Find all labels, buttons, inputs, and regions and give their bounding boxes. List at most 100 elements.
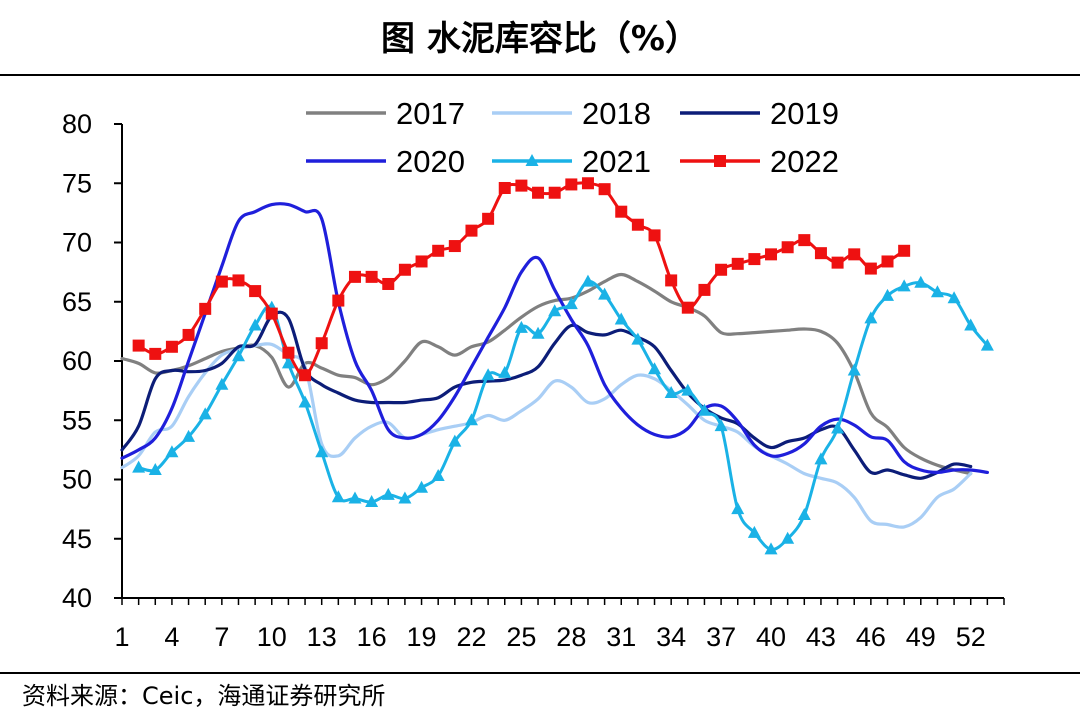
data-point-2022 [515,179,528,192]
x-tick-label: 46 [856,622,886,652]
legend-item-2018: 2018 [492,96,651,131]
data-point-2021 [531,326,545,339]
data-point-2022 [581,177,594,190]
x-tick-label: 25 [506,622,536,652]
data-point-2022 [132,339,145,352]
data-point-2021 [864,311,878,324]
x-tick-label: 49 [906,622,936,652]
legend: 2017 2018 2019 2020 2021 2022 [306,96,839,179]
legend-label: 2018 [582,96,651,131]
data-point-2022 [382,277,395,290]
data-point-2021 [464,413,478,426]
data-point-2022 [232,274,245,287]
data-point-2022 [532,186,545,199]
data-point-2021 [614,312,628,325]
data-point-2021 [198,407,212,420]
series-line-2018 [120,342,973,529]
x-tick-label: 52 [956,622,986,652]
series-2017 [120,272,973,476]
data-point-2022 [215,275,228,288]
y-tick-label: 80 [62,109,92,139]
data-point-2021 [714,419,728,432]
data-point-2022 [299,369,312,382]
data-point-2021 [980,338,994,351]
bottom-rule [0,672,1080,674]
data-point-2022 [282,346,295,359]
data-point-2021 [747,525,761,538]
data-point-2021 [182,429,196,442]
data-point-2022 [149,347,162,360]
data-point-2021 [448,434,462,447]
x-tick-label: 7 [214,622,229,652]
data-point-2022 [715,263,728,276]
x-tick-label: 16 [357,622,387,652]
data-point-2022 [781,241,794,254]
data-point-2022 [798,234,811,247]
data-point-2022 [249,285,262,298]
data-point-2021 [664,385,678,398]
data-point-2021 [697,403,711,416]
x-tick-label: 13 [307,622,337,652]
legend-marker [525,154,539,166]
y-tick-label: 70 [62,228,92,258]
data-point-2021 [481,368,495,381]
data-point-2021 [431,468,445,481]
y-tick-label: 60 [62,346,92,376]
data-point-2022 [748,253,761,266]
data-point-2022 [565,178,578,191]
data-point-2021 [231,349,245,362]
legend-item-2022: 2022 [680,144,839,179]
data-point-2021 [781,531,795,544]
y-tick-label: 75 [62,168,92,198]
data-point-2021 [764,542,778,555]
legend-label: 2017 [396,96,465,131]
data-point-2022 [698,283,711,296]
data-point-2022 [814,247,827,260]
chart-title: 图 水泥库容比（%） [381,19,699,59]
data-point-2022 [831,256,844,269]
data-point-2022 [465,224,478,237]
data-point-2022 [598,183,611,196]
data-point-2021 [631,332,645,345]
series-2020 [120,202,989,474]
data-point-2022 [665,274,678,287]
data-point-2022 [199,302,212,315]
data-point-2021 [331,490,345,503]
data-point-2021 [648,362,662,375]
data-point-2021 [914,275,928,288]
data-point-2021 [514,320,528,333]
top-rule [0,74,1080,76]
data-point-2021 [930,285,944,298]
data-point-2021 [581,274,595,287]
data-point-2021 [681,383,695,396]
y-tick-label: 45 [62,524,92,554]
data-point-2022 [631,218,644,231]
y-tick-label: 55 [62,405,92,435]
data-point-2021 [947,291,961,304]
source-note: 资料来源：Ceic，海通证券研究所 [22,682,386,710]
x-tick-label: 28 [556,622,586,652]
legend-label: 2021 [582,144,651,179]
y-tick-label: 40 [62,583,92,613]
data-point-2022 [848,248,861,261]
data-point-2021 [498,365,512,378]
x-tick-label: 4 [164,622,179,652]
data-point-2022 [182,328,195,341]
legend-label: 2020 [396,144,465,179]
data-point-2021 [215,377,229,390]
series-line-2017 [120,272,973,476]
x-tick-label: 34 [656,622,686,652]
data-point-2021 [881,288,895,301]
legend-label: 2019 [770,96,839,131]
series-line-2020 [120,202,989,474]
legend-item-2020: 2020 [306,144,465,179]
data-point-2022 [898,244,911,257]
x-tick-label: 1 [114,622,129,652]
data-point-2021 [964,318,978,331]
data-point-2022 [648,229,661,242]
x-tick-label: 43 [806,622,836,652]
data-point-2022 [332,294,345,307]
series-2019 [120,310,973,480]
data-point-2022 [348,270,361,283]
data-point-2021 [132,460,146,473]
